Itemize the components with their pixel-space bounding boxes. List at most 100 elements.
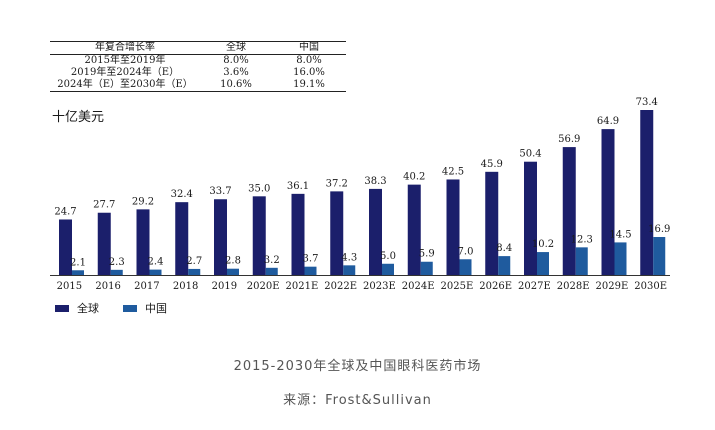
bar-global bbox=[59, 219, 72, 275]
legend-label-china: 中国 bbox=[145, 302, 167, 315]
bar-global bbox=[175, 202, 189, 275]
data-label-global: 24.7 bbox=[54, 206, 76, 217]
data-label-china: 8.4 bbox=[496, 243, 512, 254]
bar-china bbox=[420, 261, 433, 275]
data-label-china: 3.2 bbox=[264, 255, 280, 266]
bar-china bbox=[653, 237, 666, 275]
bar-china bbox=[188, 268, 201, 275]
x-tick-label: 2015 bbox=[57, 281, 82, 292]
bar-china bbox=[498, 256, 511, 275]
data-label-china: 14.5 bbox=[609, 229, 631, 240]
data-label-china: 16.9 bbox=[648, 224, 670, 235]
cagr-period: 2019年至2024年（E） bbox=[70, 67, 180, 78]
bar-china bbox=[149, 269, 162, 275]
data-label-global: 32.4 bbox=[171, 189, 193, 200]
data-label-global: 37.2 bbox=[326, 178, 348, 189]
x-tick-label: 2021E bbox=[286, 281, 319, 292]
legend-swatch-global bbox=[55, 304, 69, 312]
cagr-china: 19.1% bbox=[293, 79, 325, 90]
data-label-china: 4.3 bbox=[341, 252, 357, 263]
legend-item-china: 中国 bbox=[123, 300, 167, 316]
data-label-china: 5.9 bbox=[419, 249, 435, 260]
data-label-global: 64.9 bbox=[597, 116, 619, 127]
legend-item-global: 全球 bbox=[55, 300, 99, 316]
data-label-china: 2.8 bbox=[225, 256, 241, 267]
bar-global bbox=[330, 191, 344, 275]
bar-china bbox=[343, 265, 356, 275]
bar-global bbox=[446, 179, 460, 275]
data-label-global: 40.2 bbox=[403, 172, 425, 183]
legend: 全球 中国 bbox=[55, 300, 167, 316]
bar-global bbox=[640, 110, 654, 275]
cagr-row: 2024年（E）至2030年（E） 10.6% 19.1% bbox=[50, 79, 346, 92]
bar-china bbox=[537, 252, 549, 275]
bar-global bbox=[136, 209, 150, 275]
data-label-china: 2.1 bbox=[70, 257, 86, 268]
cagr-china: 8.0% bbox=[296, 55, 322, 66]
bar-china bbox=[265, 267, 278, 275]
bar-global bbox=[562, 147, 576, 275]
legend-label-global: 全球 bbox=[77, 302, 99, 315]
figure-caption: 2015-2030年全球及中国眼科医药市场 bbox=[233, 359, 482, 374]
cagr-global: 3.6% bbox=[223, 67, 249, 78]
bar-china bbox=[304, 266, 317, 275]
bar-global bbox=[407, 184, 421, 275]
x-tick-label: 2028E bbox=[557, 281, 590, 292]
data-label-global: 50.4 bbox=[519, 149, 541, 160]
x-tick-label: 2020E bbox=[247, 281, 280, 292]
bar-chart: 24.7 2.1 2015 27.7 2.3 2016 29.2 2.4 2017 32.4 2.7… bbox=[50, 97, 670, 292]
x-tick-label: 2017 bbox=[134, 281, 159, 292]
x-tick-label: 2030E bbox=[634, 281, 667, 292]
bar-china bbox=[459, 259, 472, 275]
bar-global bbox=[252, 196, 266, 275]
data-label-china: 2.3 bbox=[109, 257, 125, 268]
cagr-table: 年复合增长率 全球 中国 2015年至2019年 8.0% 8.0% 2019年… bbox=[50, 41, 346, 92]
bar-global bbox=[97, 212, 111, 275]
data-label-global: 42.5 bbox=[442, 166, 464, 177]
data-label-china: 10.2 bbox=[532, 239, 554, 250]
x-tick-label: 2025E bbox=[441, 281, 474, 292]
data-label-china: 2.4 bbox=[148, 257, 164, 268]
data-label-global: 35.0 bbox=[248, 183, 270, 194]
figure-source: 来源：Frost&Sullivan bbox=[283, 393, 432, 408]
data-label-global: 27.7 bbox=[93, 200, 115, 211]
data-label-global: 29.2 bbox=[132, 196, 154, 207]
bar-global bbox=[291, 193, 305, 275]
bar-china bbox=[614, 242, 627, 275]
x-tick-label: 2018 bbox=[173, 281, 198, 292]
data-label-global: 73.4 bbox=[636, 97, 658, 108]
data-label-global: 33.7 bbox=[209, 186, 231, 197]
cagr-header-row: 年复合增长率 全球 中国 bbox=[50, 41, 346, 55]
bar-china bbox=[382, 263, 394, 275]
cagr-global: 10.6% bbox=[220, 79, 252, 90]
x-tick-label: 2022E bbox=[324, 281, 357, 292]
bar-china bbox=[227, 268, 239, 275]
cagr-global: 8.0% bbox=[223, 55, 249, 66]
bar-global bbox=[369, 188, 382, 275]
y-axis-unit-label: 十亿美元 bbox=[52, 110, 105, 125]
data-label-global: 36.1 bbox=[287, 181, 309, 192]
data-label-global: 56.9 bbox=[558, 134, 580, 145]
data-label-china: 12.3 bbox=[571, 234, 593, 245]
bar-global bbox=[524, 161, 537, 275]
x-tick-label: 2026E bbox=[479, 281, 512, 292]
x-tick-label: 2016 bbox=[95, 281, 120, 292]
cagr-row: 2019年至2024年（E） 3.6% 16.0% bbox=[50, 67, 346, 79]
cagr-period: 2024年（E）至2030年（E） bbox=[57, 79, 193, 90]
bar-china bbox=[110, 269, 123, 275]
bar-global bbox=[214, 199, 227, 275]
x-tick-label: 2027E bbox=[518, 281, 551, 292]
data-label-global: 38.3 bbox=[364, 176, 386, 187]
bar-global bbox=[485, 171, 499, 275]
x-tick-label: 2024E bbox=[402, 281, 435, 292]
bar-china bbox=[72, 270, 84, 275]
cagr-header-global: 全球 bbox=[226, 42, 246, 53]
x-tick-label: 2023E bbox=[363, 281, 396, 292]
data-label-china: 2.7 bbox=[186, 256, 202, 267]
x-tick-label: 2019 bbox=[212, 281, 237, 292]
legend-swatch-china bbox=[123, 304, 137, 312]
cagr-row: 2015年至2019年 8.0% 8.0% bbox=[50, 55, 346, 68]
cagr-china: 16.0% bbox=[293, 67, 325, 78]
bar-global bbox=[601, 129, 615, 275]
x-tick-label: 2029E bbox=[596, 281, 629, 292]
